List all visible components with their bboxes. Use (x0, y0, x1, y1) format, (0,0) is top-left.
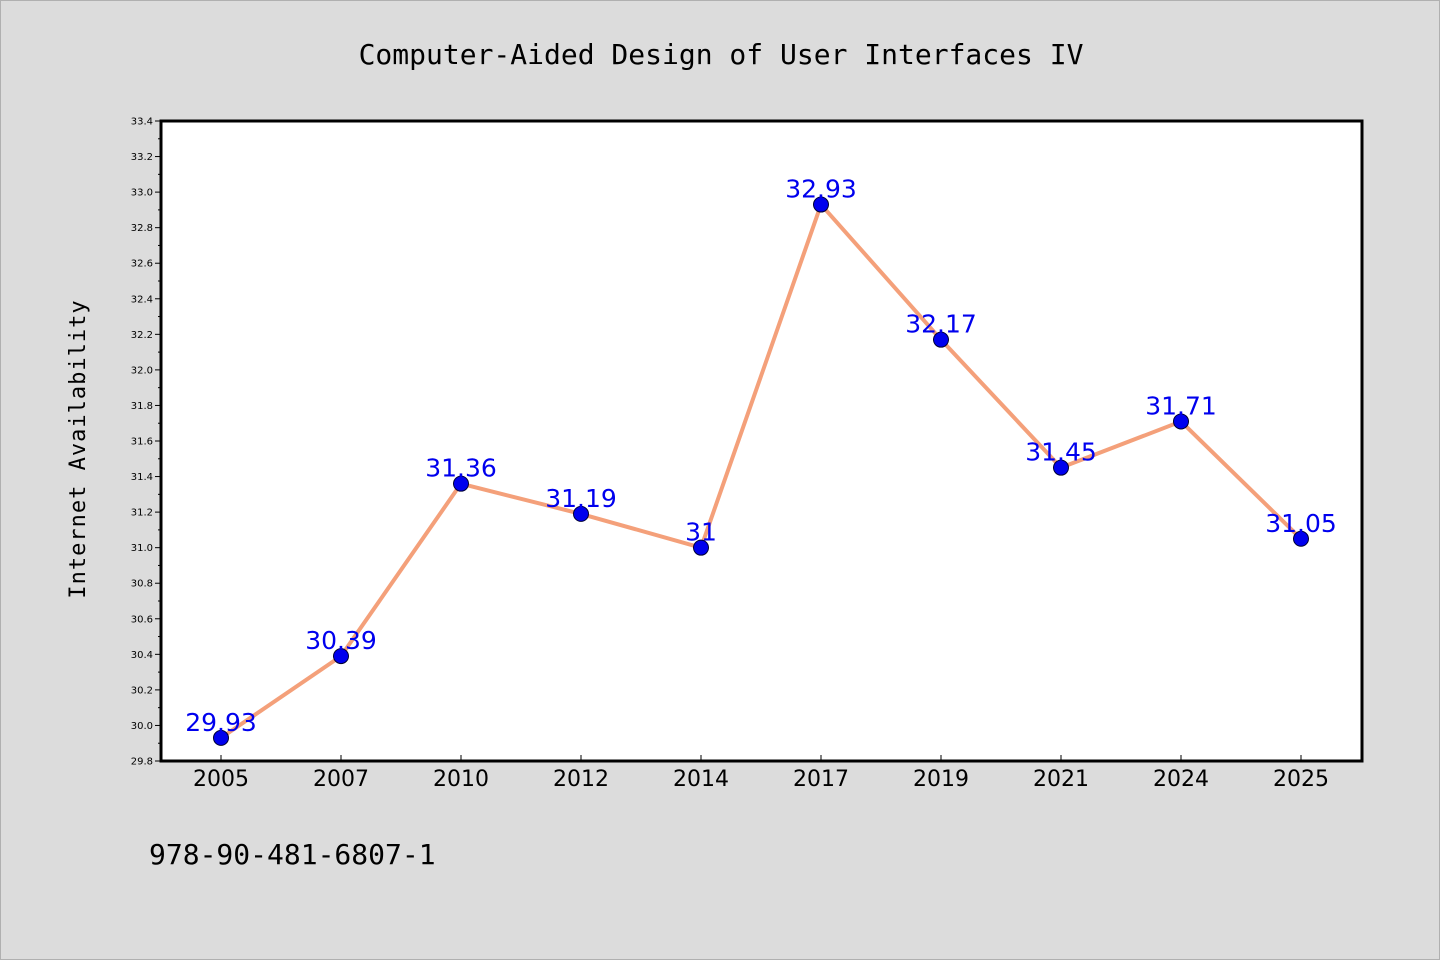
y-tick-label: 30.0 (131, 721, 153, 732)
data-label: 30.39 (305, 626, 377, 655)
data-point (1053, 459, 1069, 476)
x-axis: 2005 2007 2010 2012 2014 2017 2019 2021 2024 2025 (193, 755, 1329, 792)
plot-area (159, 119, 1364, 763)
y-tick-label: 31.6 (131, 437, 153, 448)
x-tick-label: 2014 (673, 767, 729, 792)
y-tick-label: 32.8 (131, 223, 153, 234)
y-tick-label: 32.2 (131, 330, 153, 341)
x-tick-label: 2021 (1033, 767, 1089, 792)
data-label: 29.93 (185, 708, 257, 737)
data-label: 32.17 (905, 310, 977, 339)
y-axis: 29.8 30.0 30.2 30.4 30.6 30.8 31.0 31.2 31.4 31.6… (131, 117, 161, 768)
x-tick-label: 2024 (1153, 767, 1209, 792)
x-tick-label: 2017 (793, 767, 849, 792)
y-tick-label: 31.0 (131, 543, 153, 554)
series-line (219, 202, 1303, 740)
data-label: 31.36 (425, 454, 497, 483)
chart-title: Computer-Aided Design of User Interfaces… (359, 38, 1084, 71)
data-label: 31.45 (1025, 438, 1097, 467)
series-layer (213, 196, 1309, 746)
data-point (573, 505, 589, 522)
y-tick-label: 31.4 (131, 472, 153, 483)
data-label: 31.19 (545, 484, 617, 513)
data-point (213, 729, 229, 746)
data-point (333, 648, 349, 665)
y-tick-label: 30.6 (131, 614, 153, 625)
data-label: 31 (685, 518, 717, 547)
y-tick-label: 30.8 (131, 579, 153, 590)
data-point (1293, 530, 1309, 547)
x-tick-label: 2005 (193, 767, 249, 792)
y-tick-label: 33.2 (131, 152, 153, 163)
data-labels: 29.93 30.39 31.36 31.19 31 32.93 32.17 31.45 31.… (185, 175, 1337, 737)
y-axis-label: Internet Availability (66, 299, 91, 598)
data-label: 31.71 (1145, 391, 1217, 420)
x-tick-label: 2025 (1273, 767, 1329, 792)
x-tick-label: 2019 (913, 767, 969, 792)
data-point (813, 196, 829, 213)
y-tick-label: 32.0 (131, 365, 153, 376)
isbn-footer: 978-90-481-6807-1 (149, 838, 436, 871)
y-tick-label: 31.2 (131, 508, 153, 519)
y-tick-label: 31.8 (131, 401, 153, 412)
y-tick-label: 33.0 (131, 188, 153, 199)
data-label: 31.05 (1265, 509, 1337, 538)
y-tick-label: 30.4 (131, 650, 153, 661)
data-label: 32.93 (785, 175, 857, 204)
x-tick-label: 2007 (313, 767, 369, 792)
data-point (1173, 413, 1189, 430)
y-tick-label: 32.6 (131, 259, 153, 270)
y-tick-label: 32.4 (131, 294, 153, 305)
x-tick-label: 2012 (553, 767, 609, 792)
data-point (933, 331, 949, 348)
data-point (693, 539, 709, 556)
x-tick-label: 2010 (433, 767, 489, 792)
data-point (453, 475, 469, 492)
y-tick-label: 33.4 (131, 117, 153, 128)
y-tick-label: 30.2 (131, 685, 153, 696)
y-tick-label: 29.8 (131, 757, 153, 768)
